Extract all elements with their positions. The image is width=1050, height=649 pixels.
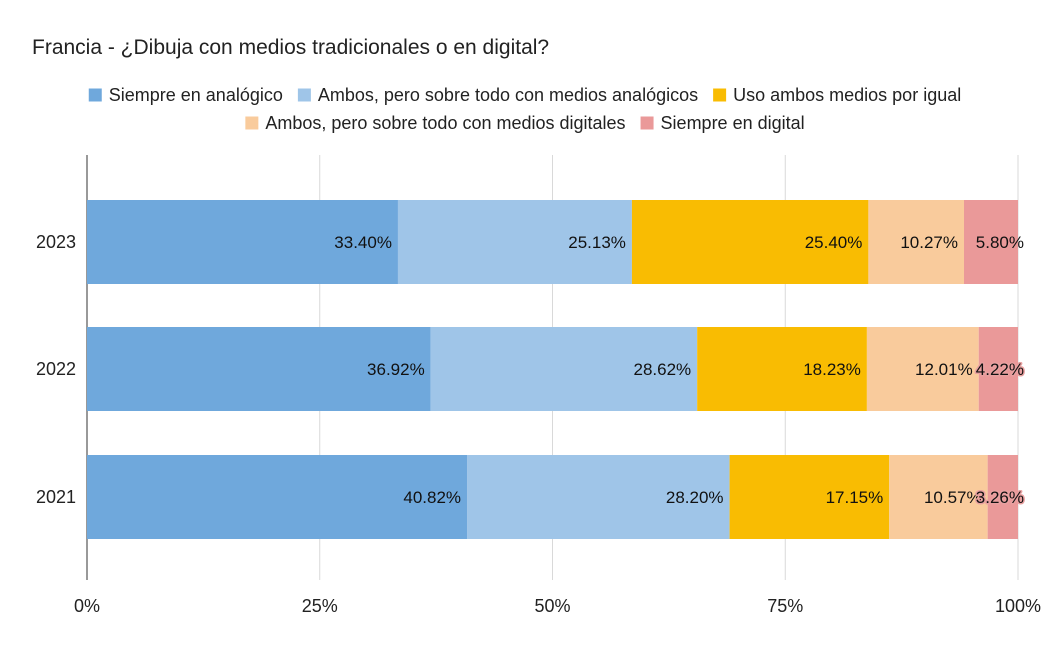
bar-segment <box>467 455 730 539</box>
legend: Siempre en analógico Ambos, pero sobre to… <box>88 85 961 133</box>
data-label: 5.80% <box>976 233 1024 252</box>
data-label: 10.57% <box>924 488 982 507</box>
bar-segment <box>889 455 988 539</box>
legend-label: Uso ambos medios por igual <box>733 85 961 105</box>
legend-label: Siempre en analógico <box>109 85 283 105</box>
legend-item: Ambos, pero sobre todo con medios analóg… <box>297 85 698 105</box>
x-tick-label: 100% <box>995 596 1041 616</box>
axis-labels: 0% 25% 50% 75% 100% 2023 2022 2021 <box>36 232 1041 616</box>
legend-swatch <box>245 116 259 130</box>
data-label: 18.23% <box>803 360 861 379</box>
data-label: 28.20% <box>666 488 724 507</box>
legend-swatch <box>713 88 727 102</box>
legend-item: Ambos, pero sobre todo con medios digita… <box>245 113 626 133</box>
data-label: 12.01% <box>915 360 973 379</box>
x-tick-label: 75% <box>767 596 803 616</box>
data-label: 17.15% <box>826 488 884 507</box>
legend-item: Siempre en analógico <box>88 85 283 105</box>
legend-label: Ambos, pero sobre todo con medios digita… <box>265 113 625 133</box>
category-label: 2023 <box>36 232 76 252</box>
data-label: 40.82% <box>403 488 461 507</box>
bar-segment <box>430 327 698 411</box>
bar-segment <box>978 327 1018 411</box>
bar-segment <box>87 455 468 539</box>
data-label: 25.40% <box>805 233 863 252</box>
x-tick-label: 50% <box>534 596 570 616</box>
bar-segment <box>87 327 431 411</box>
legend-item: Uso ambos medios por igual <box>713 85 961 105</box>
bar-segment <box>868 200 965 284</box>
category-label: 2022 <box>36 359 76 379</box>
category-label: 2021 <box>36 487 76 507</box>
bar-segment <box>87 200 398 284</box>
bar-segment <box>397 200 632 284</box>
bar-segment <box>729 455 890 539</box>
data-label: 3.26% <box>976 488 1024 507</box>
legend-item: Siempre en digital <box>640 113 805 133</box>
data-label: 25.13% <box>568 233 626 252</box>
x-tick-label: 25% <box>302 596 338 616</box>
x-tick-label: 0% <box>74 596 100 616</box>
data-label: 36.92% <box>367 360 425 379</box>
bar-segment <box>964 200 1018 284</box>
legend-label: Siempre en digital <box>661 113 805 133</box>
bar-segment <box>987 455 1018 539</box>
data-label: 4.22% <box>976 360 1024 379</box>
bars: 33.40% 25.13% 25.40% 10.27% 5.80% 36.92% 28.62… <box>87 200 1026 539</box>
chart-title: Francia - ¿Dibuja con medios tradicional… <box>32 36 549 59</box>
bar-segment <box>697 327 867 411</box>
data-label: 33.40% <box>334 233 392 252</box>
legend-swatch <box>640 116 654 130</box>
legend-swatch <box>88 88 102 102</box>
bar-segment <box>631 200 869 284</box>
bar-segment <box>866 327 979 411</box>
legend-label: Ambos, pero sobre todo con medios analóg… <box>318 85 698 105</box>
legend-swatch <box>297 88 311 102</box>
data-label: 10.27% <box>900 233 958 252</box>
data-label: 28.62% <box>634 360 692 379</box>
